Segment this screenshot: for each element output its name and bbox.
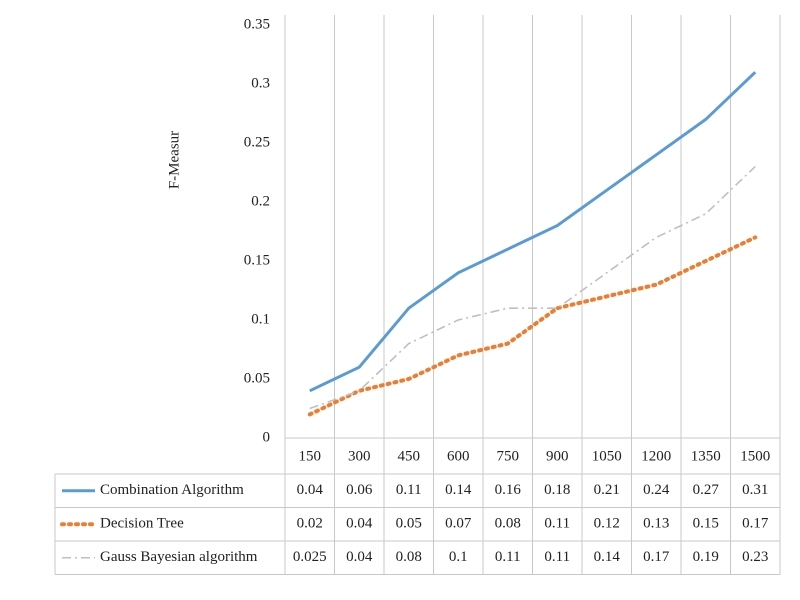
y-tick-label: 0.1 <box>251 311 270 327</box>
table-value: 0.16 <box>495 482 522 498</box>
y-tick-label: 0.25 <box>244 134 270 150</box>
x-tick-label: 900 <box>546 448 569 464</box>
table-value: 0.23 <box>742 549 768 565</box>
table-value: 0.08 <box>396 549 422 565</box>
y-tick-label: 0.35 <box>244 16 270 32</box>
y-tick-label: 0.15 <box>244 252 270 268</box>
table-value: 0.04 <box>346 549 373 565</box>
table-value: 0.04 <box>346 516 373 532</box>
table-value: 0.14 <box>594 549 621 565</box>
table-value: 0.17 <box>742 516 769 532</box>
x-tick-label: 150 <box>299 448 322 464</box>
table-value: 0.11 <box>396 482 422 498</box>
table-value: 0.025 <box>293 549 327 565</box>
x-tick-label: 1200 <box>641 448 671 464</box>
series-line <box>307 235 758 417</box>
table-value: 0.07 <box>445 516 472 532</box>
x-tick-label: 450 <box>398 448 421 464</box>
table-value: 0.06 <box>346 482 373 498</box>
table-value: 0.18 <box>544 482 570 498</box>
legend-label: Decision Tree <box>100 516 184 532</box>
y-tick-label: 0.05 <box>244 370 270 386</box>
x-tick-label: 600 <box>447 448 470 464</box>
y-tick-label: 0.3 <box>251 75 270 91</box>
table-value: 0.31 <box>742 482 768 498</box>
table-value: 0.14 <box>445 482 472 498</box>
table-value: 0.21 <box>594 482 620 498</box>
table-value: 0.02 <box>297 516 323 532</box>
table-value: 0.17 <box>643 549 670 565</box>
series-line <box>309 71 757 393</box>
table-value: 0.08 <box>495 516 521 532</box>
table-value: 0.27 <box>693 482 720 498</box>
table-value: 0.19 <box>693 549 719 565</box>
x-tick-label: 750 <box>497 448 520 464</box>
table-value: 0.11 <box>544 549 570 565</box>
table-value: 0.24 <box>643 482 670 498</box>
x-tick-label: 1500 <box>740 448 770 464</box>
table-value: 0.12 <box>594 516 620 532</box>
legend-label: Gauss Bayesian algorithm <box>100 549 258 565</box>
series-line <box>309 166 756 410</box>
table-value: 0.1 <box>449 549 468 565</box>
table-value: 0.11 <box>495 549 521 565</box>
table-value: 0.11 <box>544 516 570 532</box>
legend-label: Combination Algorithm <box>100 482 244 498</box>
table-value: 0.13 <box>643 516 669 532</box>
x-tick-label: 1050 <box>592 448 622 464</box>
y-axis-title: F-Measur <box>166 131 182 189</box>
table-value: 0.04 <box>297 482 324 498</box>
y-tick-label: 0 <box>263 429 271 445</box>
x-tick-label: 1350 <box>691 448 721 464</box>
table-value: 0.15 <box>693 516 719 532</box>
table-value: 0.05 <box>396 516 422 532</box>
y-tick-label: 0.2 <box>251 193 270 209</box>
x-tick-label: 300 <box>348 448 371 464</box>
